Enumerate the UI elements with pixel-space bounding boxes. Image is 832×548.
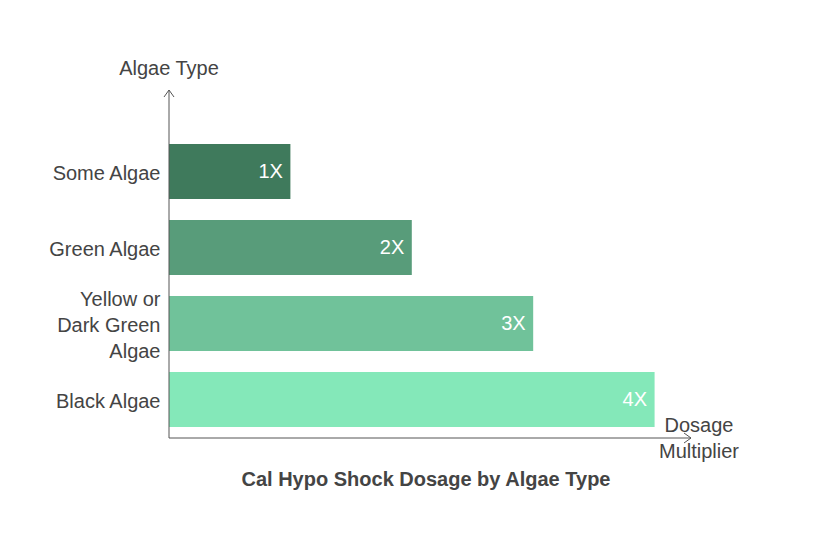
svg-text:1X: 1X bbox=[258, 160, 282, 182]
svg-text:Green Algae: Green Algae bbox=[49, 238, 160, 260]
html-text:Cal Hypo Shock Dosage by Algae: Cal Hypo Shock Dosage by Algae Type bbox=[241, 468, 611, 490]
svg-text:Black Algae: Black Algae bbox=[56, 390, 161, 412]
svg-text:DosageMultiplier: DosageMultiplier bbox=[659, 414, 739, 462]
svg-text:Some Algae: Some Algae bbox=[53, 162, 161, 184]
svg-text:3X: 3X bbox=[501, 312, 525, 334]
svg-text:Algae Type: Algae Type bbox=[119, 57, 219, 79]
svg-text:2X: 2X bbox=[380, 236, 404, 258]
svg-text:Yellow orDark GreenAlgae: Yellow orDark GreenAlgae bbox=[57, 288, 161, 362]
svg-text:4X: 4X bbox=[623, 388, 647, 410]
